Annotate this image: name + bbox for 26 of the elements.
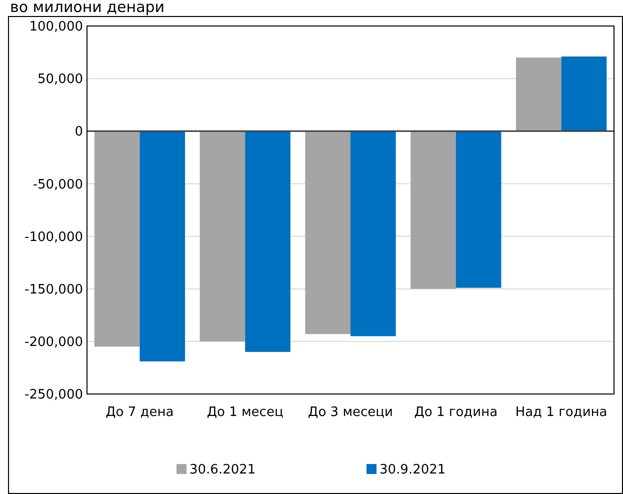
y-tick-label: -50,000	[32, 177, 83, 192]
y-tick-label: -100,000	[24, 230, 83, 245]
bar	[200, 131, 246, 342]
y-tick-label: -250,000	[24, 388, 83, 403]
chart-title: во милиони денари	[10, 0, 165, 16]
x-tick-label: До 1 месец	[206, 405, 284, 420]
x-tick-label: До 1 година	[414, 405, 498, 420]
x-tick-label: Над 1 година	[515, 405, 608, 420]
bar	[516, 58, 562, 132]
bar	[456, 131, 502, 288]
bar	[561, 56, 607, 132]
bar	[410, 131, 456, 289]
bar	[350, 131, 396, 336]
y-tick-label: -200,000	[24, 334, 83, 350]
x-tick-label: До 7 дена	[106, 405, 174, 420]
x-tick-label: До 3 месеци	[308, 405, 393, 420]
y-tick-label: 100,000	[29, 20, 83, 35]
y-tick-label: 50,000	[38, 72, 83, 88]
y-tick-label: -150,000	[24, 282, 83, 298]
bar	[140, 131, 186, 362]
y-tick-label: 0	[74, 124, 83, 140]
bar	[305, 131, 350, 334]
bar	[94, 131, 140, 347]
bar	[245, 131, 290, 352]
legend-label: 30.9.2021	[380, 462, 446, 478]
legend-label: 30.6.2021	[190, 462, 256, 478]
